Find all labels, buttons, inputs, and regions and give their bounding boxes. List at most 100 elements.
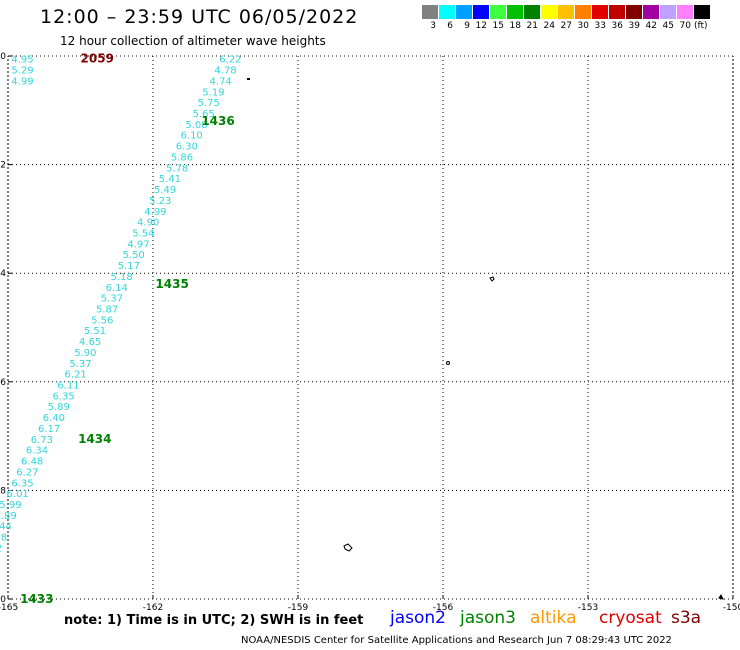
wave-height-value: 5.75	[197, 98, 219, 109]
wave-height-value: 6.34	[26, 446, 48, 457]
color-scale-unit: (ft)	[694, 21, 708, 31]
wave-height-value: 6.22	[219, 55, 241, 66]
color-swatch	[455, 5, 472, 19]
wave-height-value: 6.28	[0, 533, 7, 544]
wave-height-value: 5.37	[69, 359, 91, 370]
wave-height-value: 4.78	[214, 66, 236, 77]
map-grid	[7, 55, 734, 600]
wave-height-value: 5.18	[110, 272, 132, 283]
color-swatch	[608, 5, 625, 19]
color-scale-label: 33	[594, 21, 606, 31]
map-title: 12:00 – 23:59 UTC 06/05/2022	[40, 6, 359, 28]
wave-height-value: 5.08	[185, 120, 207, 131]
x-tick-label: -159	[288, 603, 309, 613]
color-swatch	[625, 5, 642, 19]
wave-height-value: 4.65	[79, 337, 101, 348]
pass-time-label: 2059	[81, 52, 114, 66]
wave-height-value: 5.99	[0, 500, 22, 511]
wave-height-value: 5.86	[171, 152, 193, 163]
pass-time-label: 1436	[201, 114, 234, 128]
wave-height-value: 5.29	[11, 66, 33, 77]
color-swatch	[693, 5, 710, 19]
color-scale-label: 70	[679, 21, 691, 31]
footer-note: note: 1) Time is in UTC; 2) SWH is in fe…	[64, 613, 364, 628]
observation-labels: 4.955.294.996.224.784.745.195.755.655.08…	[0, 55, 241, 555]
color-swatch	[421, 5, 438, 19]
color-scale-label: 45	[662, 21, 674, 31]
color-swatch	[438, 5, 455, 19]
wave-height-value: 5.56	[91, 315, 113, 326]
color-scale-label: 12	[475, 21, 487, 31]
wave-height-value: 5.87	[96, 304, 118, 315]
color-scale-label: 9	[464, 21, 470, 31]
color-swatch	[523, 5, 540, 19]
wave-height-value: 4.99	[144, 207, 166, 218]
y-tick-label: -10	[0, 595, 6, 605]
wave-height-value: 6.17	[38, 424, 60, 435]
wave-height-value: 6.21	[65, 370, 87, 381]
wave-height-value: 5.65	[193, 109, 215, 120]
color-scale-label: 6	[447, 21, 453, 31]
wave-height-value: 5.89	[0, 511, 17, 522]
color-swatch	[642, 5, 659, 19]
x-tick-label: -150	[723, 603, 740, 613]
island-outline	[446, 361, 450, 365]
wave-height-value: 5.90	[74, 348, 96, 359]
legend-s3a: s3a	[671, 608, 702, 628]
color-swatch	[591, 5, 608, 19]
y-tick-label: 0	[0, 52, 6, 62]
wave-height-value: 5.78	[166, 163, 188, 174]
wave-height-value: 4.74	[210, 76, 232, 87]
wave-height-color-scale	[421, 5, 710, 19]
map-axes: -165 -162 -159 -156 -153 -150 0 -2 -4 -6 -8 -10	[0, 52, 740, 613]
x-tick-label: -162	[143, 603, 163, 613]
color-scale-label: 36	[611, 21, 623, 31]
x-tick-label: -156	[433, 603, 454, 613]
wave-height-value: 6.30	[176, 142, 198, 153]
wave-height-value: 6.01	[7, 489, 29, 500]
color-swatch	[659, 5, 676, 19]
color-swatch	[472, 5, 489, 19]
island-outline	[718, 594, 724, 600]
wave-height-value: 6.73	[31, 435, 53, 446]
pass-time-labels: 1436 1435 1434 1433 2059	[20, 52, 235, 606]
legend-jason3: jason3	[460, 608, 516, 628]
x-tick-label: -153	[578, 603, 598, 613]
pass-time-label: 1435	[155, 277, 188, 291]
wave-height-value: 5.89	[48, 402, 70, 413]
y-tick-label: -6	[0, 378, 6, 388]
wave-height-value: 6.40	[43, 413, 65, 424]
y-tick-label: -4	[0, 269, 6, 279]
wave-height-value: 6.27	[16, 467, 38, 478]
wave-height-value: 4.90	[137, 218, 159, 229]
color-scale-label: 24	[543, 21, 555, 31]
color-swatch	[540, 5, 557, 19]
island-outline	[489, 276, 495, 282]
color-scale-label: 39	[628, 21, 640, 31]
color-swatch	[489, 5, 506, 19]
pass-time-label: 1434	[78, 432, 111, 446]
color-swatch	[557, 5, 574, 19]
color-scale-label: 21	[526, 21, 538, 31]
wave-height-value: 5.50	[123, 250, 145, 261]
wave-height-value: 4.95	[11, 55, 33, 66]
color-scale-labels: 3 6 9 12 15 18 21 24 27 30 33 36 39 42 45 70 (ft)	[421, 21, 713, 31]
wave-height-value: 6.52	[0, 543, 2, 554]
wave-height-value: 5.54	[132, 228, 154, 239]
wave-height-value: 6.14	[106, 283, 128, 294]
color-swatch	[574, 5, 591, 19]
wave-height-value: 6.48	[21, 457, 43, 468]
y-tick-label: -8	[0, 486, 6, 496]
color-swatch	[676, 5, 693, 19]
color-scale-label: 18	[509, 21, 521, 31]
wave-height-value: 5.41	[159, 174, 181, 185]
pass-time-label: 1433	[20, 592, 53, 606]
wave-height-value: 6.35	[52, 391, 74, 402]
color-swatch	[506, 5, 523, 19]
legend-jason2: jason2	[390, 608, 446, 628]
wave-height-value: 5.37	[101, 294, 123, 305]
islands	[247, 78, 724, 600]
wave-height-value: 4.99	[11, 76, 33, 87]
color-scale-label: 30	[577, 21, 589, 31]
